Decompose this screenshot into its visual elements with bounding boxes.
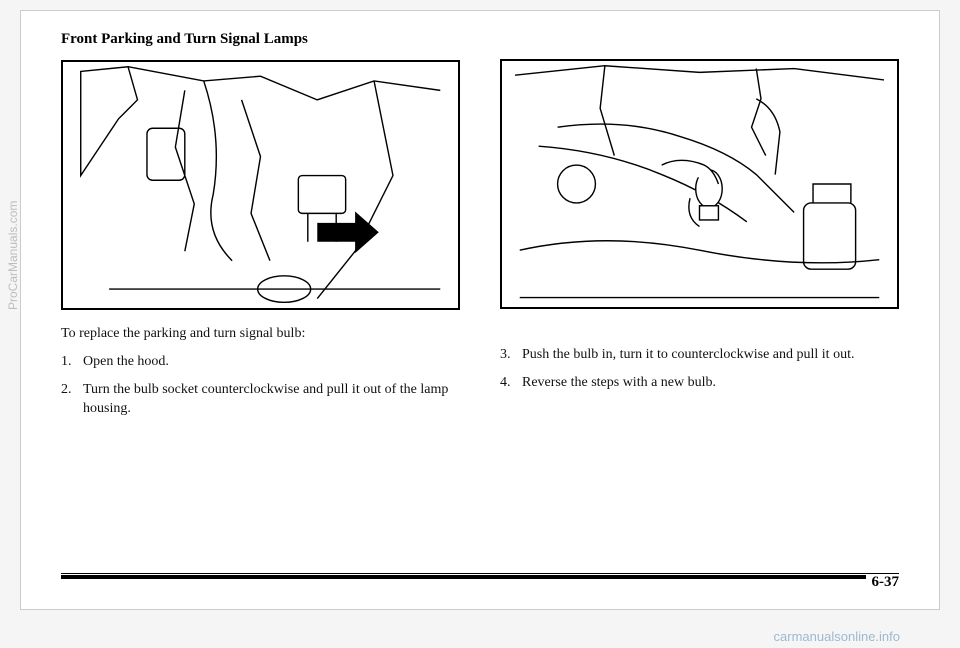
steps-left: 1. Open the hood. 2. Turn the bulb socke… — [61, 352, 460, 427]
section-title: Front Parking and Turn Signal Lamps — [61, 31, 460, 48]
watermark-bottom: carmanualsonline.info — [774, 629, 900, 644]
step-number: 1. — [61, 352, 72, 372]
step-number: 4. — [500, 373, 511, 393]
step-text: Push the bulb in, turn it to countercloc… — [522, 347, 854, 362]
step-item: 1. Open the hood. — [61, 352, 460, 372]
page-number: 6-37 — [866, 574, 900, 591]
step-number: 3. — [500, 345, 511, 365]
figure-left-svg — [63, 62, 458, 308]
step-item: 2. Turn the bulb socket counterclockwise… — [61, 380, 460, 419]
content-columns: Front Parking and Turn Signal Lamps — [61, 31, 899, 427]
left-column: Front Parking and Turn Signal Lamps — [61, 31, 460, 427]
footer-rule — [61, 573, 899, 579]
step-item: 3. Push the bulb in, turn it to counterc… — [500, 345, 899, 365]
intro-text: To replace the parking and turn signal b… — [61, 326, 460, 342]
figure-left-socket-removal — [61, 60, 460, 310]
step-text: Open the hood. — [83, 354, 169, 369]
step-item: 4. Reverse the steps with a new bulb. — [500, 373, 899, 393]
step-text: Turn the bulb socket counterclockwise an… — [83, 382, 448, 417]
steps-right: 3. Push the bulb in, turn it to counterc… — [500, 345, 899, 400]
manual-page: Front Parking and Turn Signal Lamps — [20, 10, 940, 610]
figure-right-bulb-removal — [500, 59, 899, 309]
step-text: Reverse the steps with a new bulb. — [522, 375, 716, 390]
right-column: 3. Push the bulb in, turn it to counterc… — [500, 31, 899, 427]
arrow-icon — [317, 211, 379, 253]
watermark-left: ProCarManuals.com — [6, 201, 20, 310]
figure-right-svg — [502, 61, 897, 307]
bulb-in-hand — [662, 160, 723, 226]
step-number: 2. — [61, 380, 72, 400]
